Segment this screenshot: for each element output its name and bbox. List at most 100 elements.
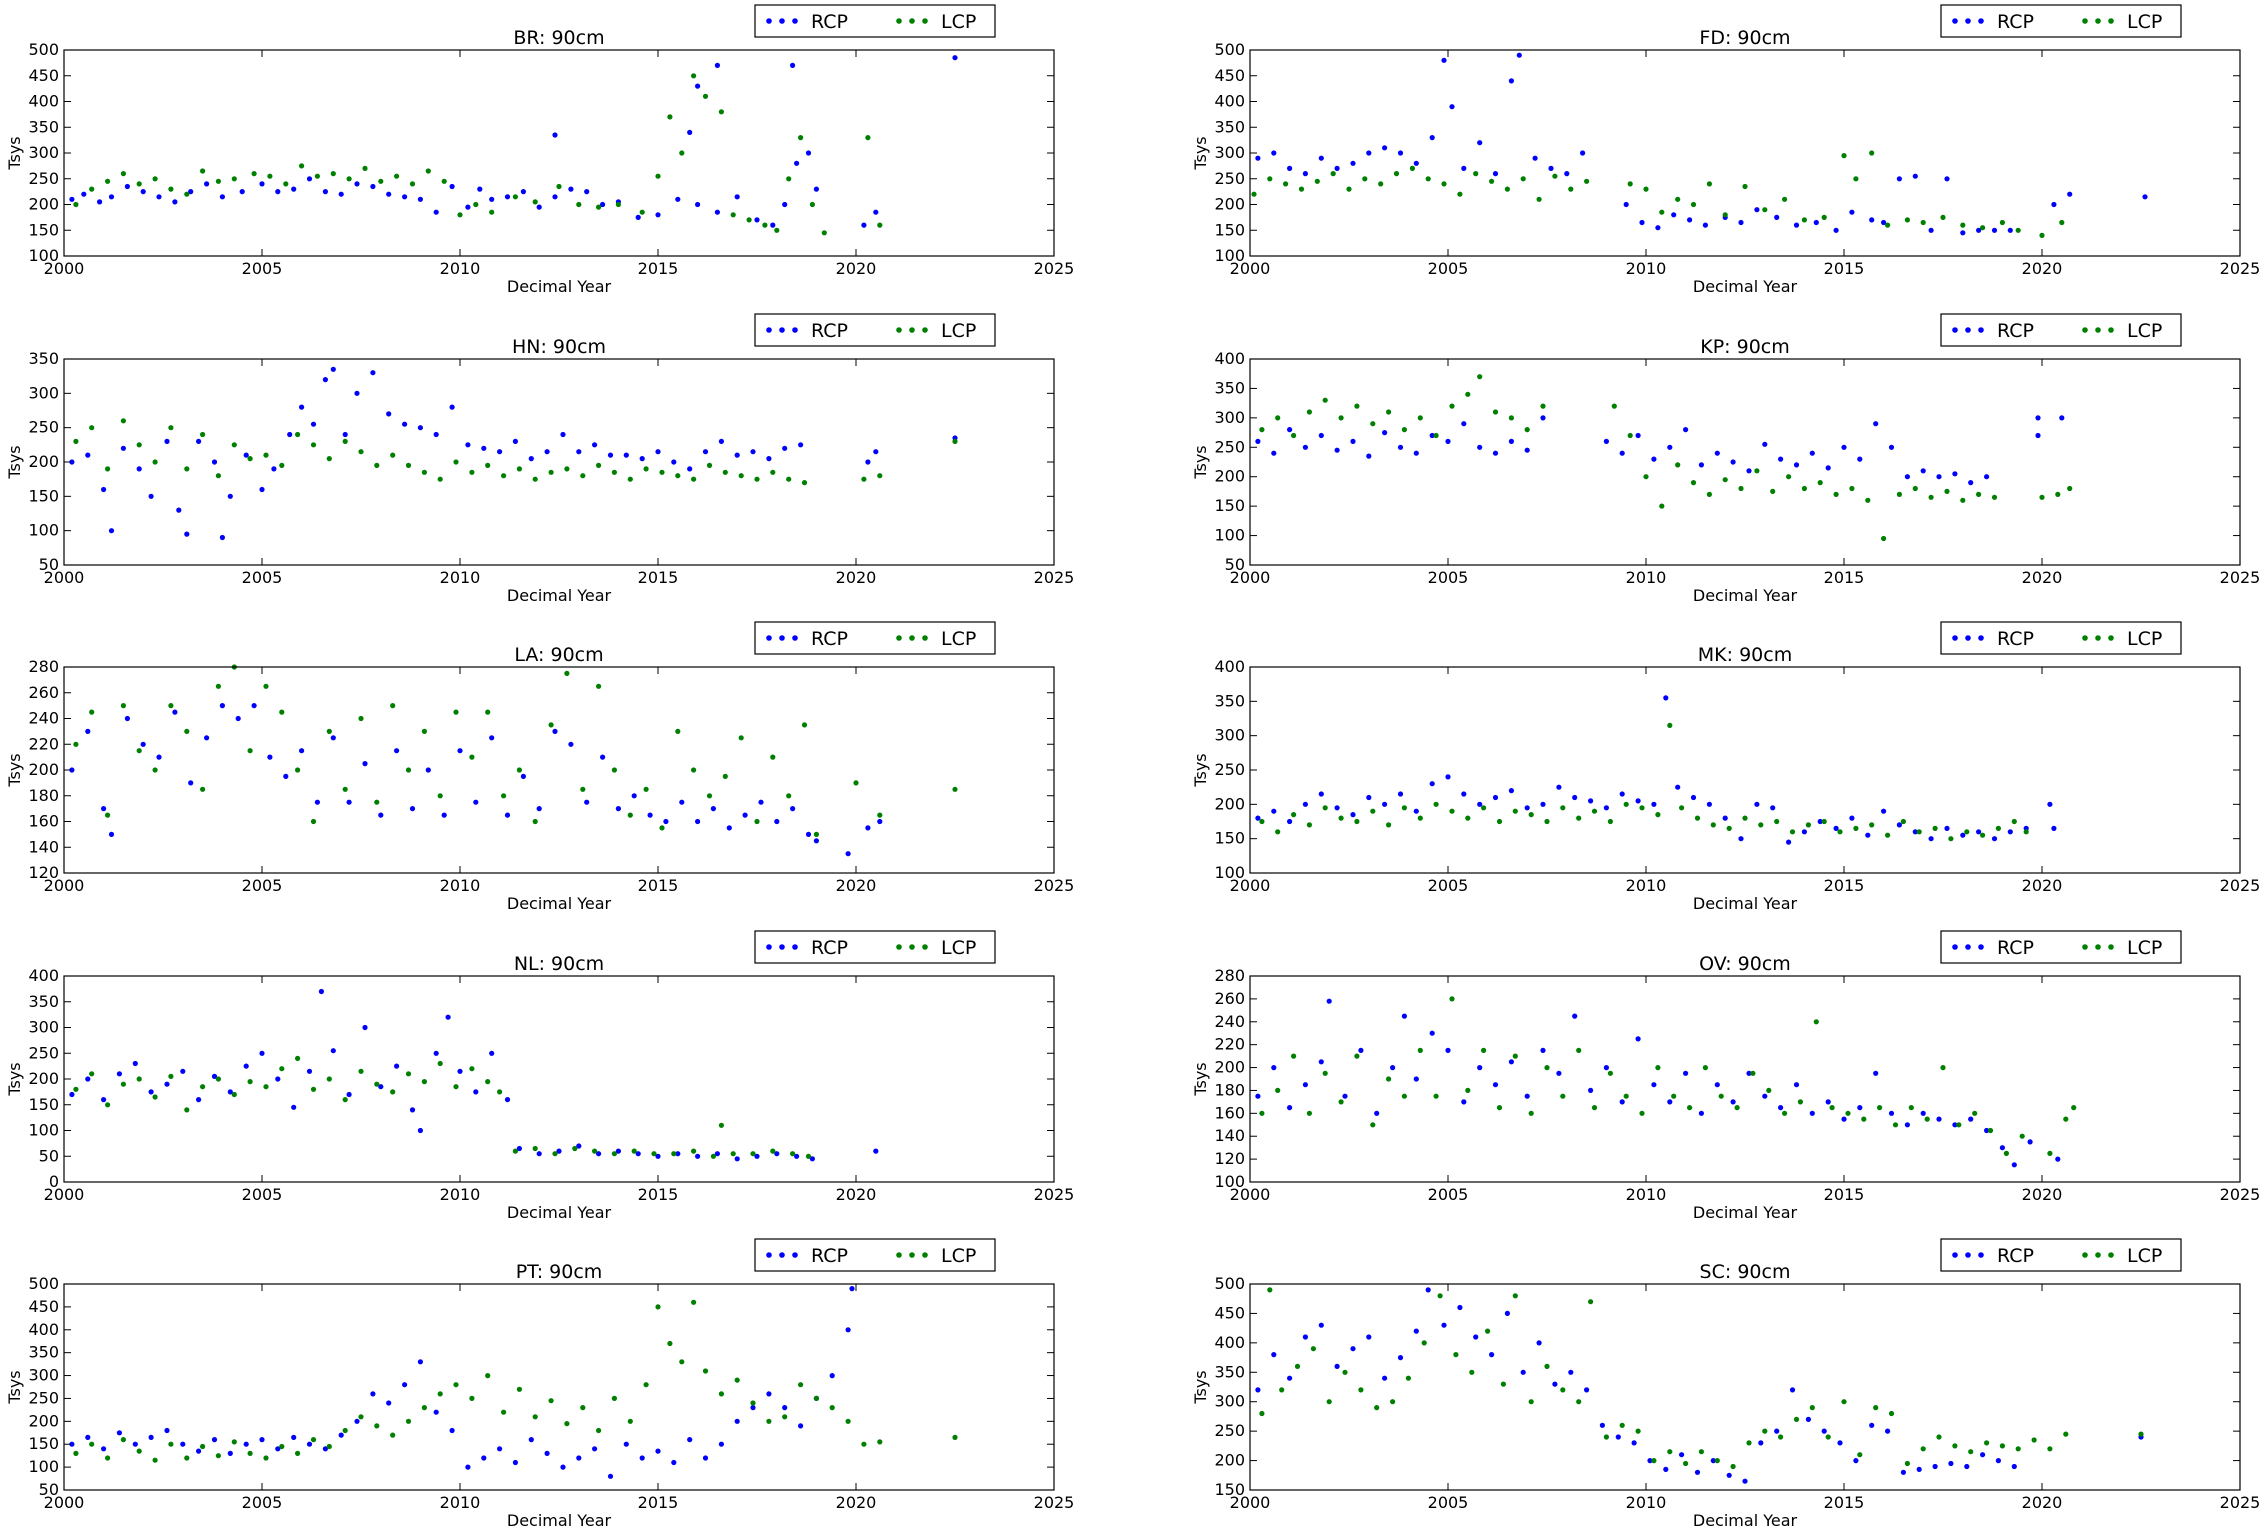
data-point [405, 462, 412, 468]
data-point [528, 456, 534, 462]
x-tick-label: 2025 [2220, 259, 2261, 278]
data-point [243, 1441, 249, 1447]
data-point [180, 1441, 186, 1447]
data-point [326, 728, 332, 735]
data-point [1995, 825, 2001, 832]
y-tick-label: 250 [28, 1388, 59, 1407]
data-point [1698, 462, 1704, 468]
data-point [1667, 444, 1673, 450]
legend-label-rcp: RCP [1997, 628, 2034, 650]
data-point [1306, 1110, 1312, 1116]
data-point [1441, 57, 1447, 63]
data-point [952, 1434, 958, 1440]
data-point [1350, 438, 1356, 444]
data-point [1663, 695, 1669, 701]
data-point [1314, 178, 1320, 184]
data-point [437, 793, 443, 799]
data-point [1896, 491, 1902, 497]
data-point [1888, 444, 1895, 450]
data-point [1441, 181, 1447, 187]
data-point [639, 456, 645, 462]
data-point [1326, 998, 1332, 1004]
data-point [1611, 403, 1617, 409]
data-point [1445, 438, 1451, 444]
data-point [782, 1405, 788, 1411]
x-tick-label: 2020 [836, 1493, 877, 1512]
data-point [1397, 444, 1404, 450]
data-point [108, 194, 115, 200]
plot-frame [1249, 1283, 2241, 1491]
data-point [1829, 1105, 1835, 1111]
y-tick-label: 400 [1214, 657, 1245, 676]
data-point [861, 222, 867, 228]
data-point [1746, 1440, 1752, 1446]
data-point [247, 1450, 253, 1456]
data-point [1560, 1093, 1566, 1099]
data-point [85, 728, 91, 735]
data-point [1702, 1065, 1708, 1071]
data-point [520, 773, 527, 780]
data-point [1508, 438, 1514, 444]
y-tick-label: 120 [28, 863, 59, 882]
data-point [330, 735, 336, 741]
data-point [1793, 1416, 1800, 1422]
data-point [1639, 1110, 1645, 1116]
data-point [544, 1450, 550, 1456]
data-point [1694, 815, 1701, 821]
data-point [89, 709, 95, 715]
data-point [1425, 1287, 1431, 1293]
legend-marker [1978, 635, 1984, 641]
data-point [695, 818, 701, 825]
data-point [1698, 1449, 1704, 1455]
data-point [695, 83, 701, 89]
y-tick-label: 240 [1214, 1012, 1245, 1031]
y-tick-label: 200 [1214, 1058, 1245, 1077]
data-point [520, 189, 527, 195]
data-point [873, 209, 879, 215]
data-point [1694, 1469, 1701, 1475]
legend-label-lcp: LCP [2127, 320, 2162, 342]
data-point [1287, 818, 1293, 825]
data-point [1599, 1422, 1605, 1428]
data-point [417, 425, 423, 431]
data-point [2007, 829, 2013, 835]
x-tick-label: 2015 [638, 259, 679, 278]
chart-panel-sc: 2000 2005 2010 2015 2020 2025 150 200 250 300 350 4… [1191, 1238, 2261, 1530]
data-point [790, 1151, 796, 1157]
data-point [2059, 415, 2065, 421]
data-point [1318, 791, 1324, 797]
data-point [663, 818, 669, 825]
data-point [750, 1151, 756, 1157]
data-point [805, 150, 812, 156]
data-point [291, 186, 297, 192]
data-point [2039, 232, 2045, 238]
x-tick-label: 2025 [1034, 568, 1075, 587]
data-point [580, 473, 586, 479]
plot-frame [1249, 358, 2241, 566]
data-point [1251, 191, 1257, 197]
data-point [691, 1299, 697, 1305]
legend-marker [766, 18, 772, 24]
data-point [635, 1151, 641, 1157]
panel-title: KP: 90cm [1700, 336, 1790, 358]
x-tick-label: 2025 [2220, 1493, 2261, 1512]
data-point [607, 1473, 614, 1479]
data-point [1580, 150, 1586, 156]
data-point [1809, 450, 1815, 456]
data-point [85, 1434, 91, 1440]
legend-label-rcp: RCP [1997, 320, 2034, 342]
data-point [611, 469, 618, 475]
data-point [1382, 430, 1388, 436]
data-point [1639, 805, 1645, 811]
data-point [318, 988, 324, 995]
data-point [116, 1071, 122, 1077]
data-point [473, 1089, 479, 1095]
data-point [239, 189, 245, 195]
series-rcp [69, 366, 958, 541]
data-point [1778, 1434, 1784, 1440]
legend-marker [922, 944, 928, 950]
data-point [101, 806, 107, 812]
data-point [215, 1453, 221, 1459]
data-point [402, 421, 408, 427]
data-point [481, 445, 487, 451]
